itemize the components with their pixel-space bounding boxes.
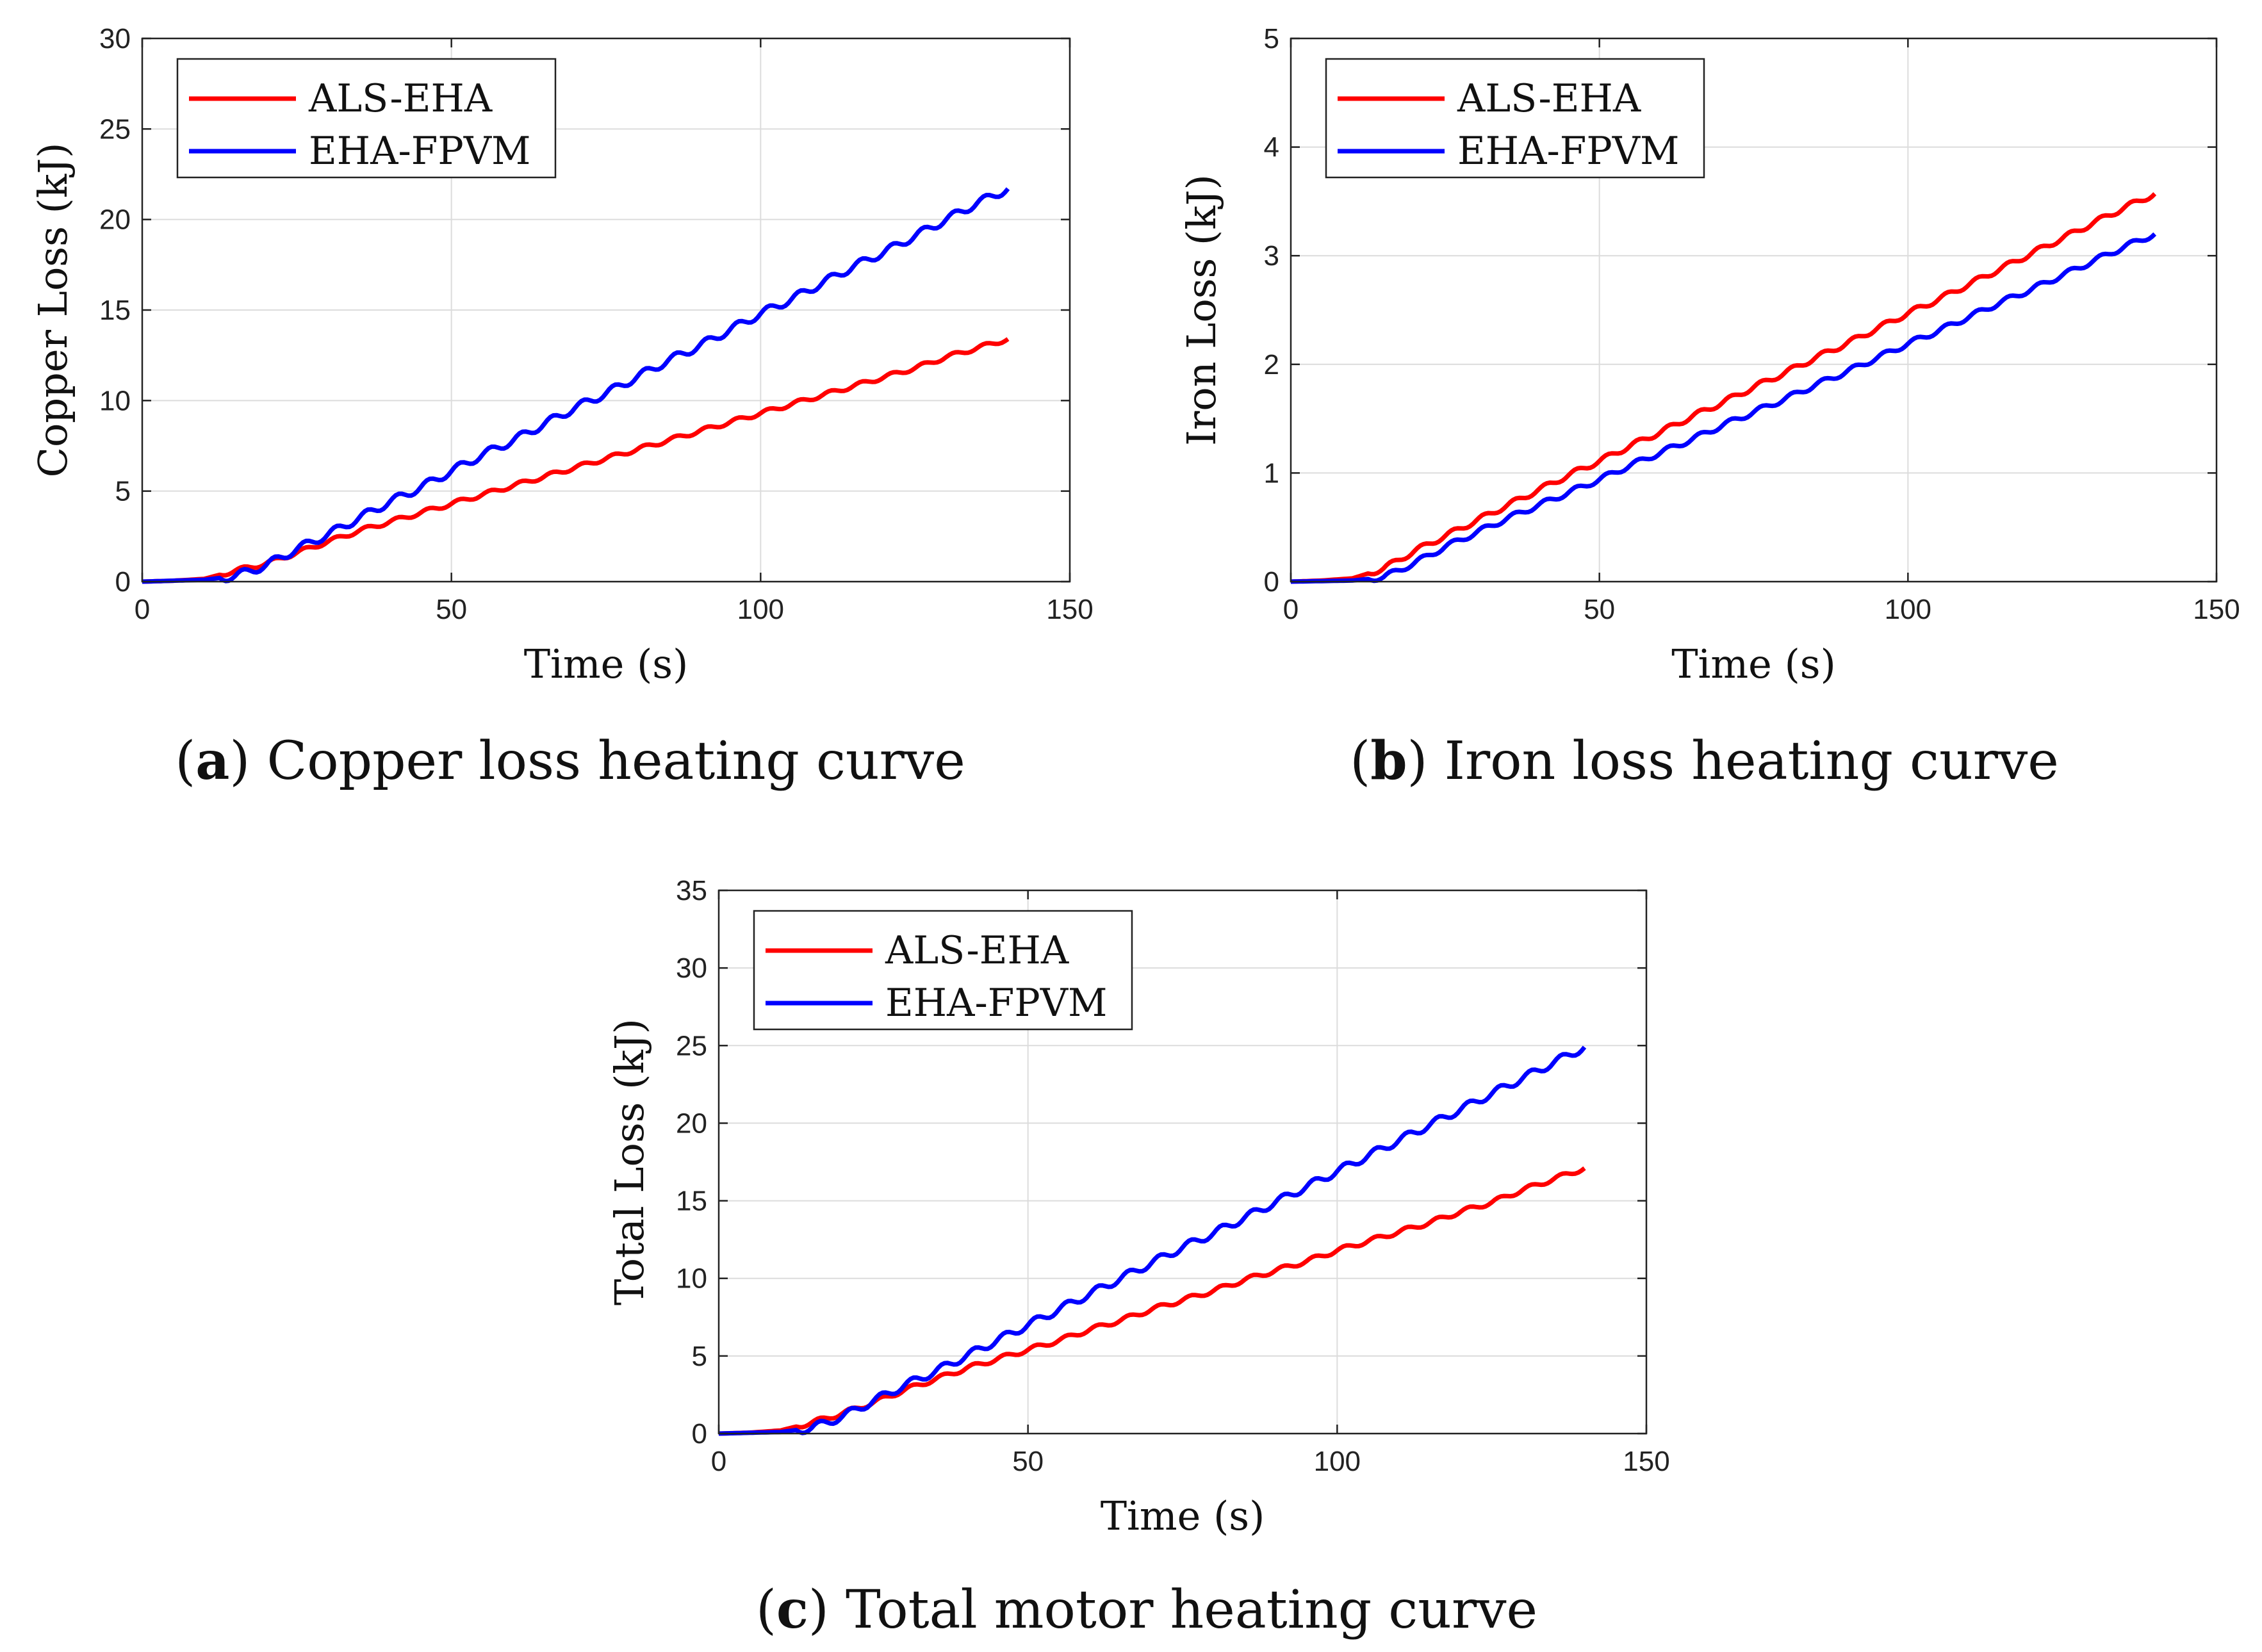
- legend-label: ALS-EHA: [308, 76, 493, 121]
- y-tick-label: 0: [115, 566, 131, 598]
- y-tick-label: 5: [115, 476, 131, 507]
- x-tick-label: 0: [711, 1446, 726, 1477]
- y-tick-label: 20: [99, 204, 131, 236]
- y-axis-title: Iron Loss (kJ): [1178, 174, 1225, 446]
- series-line-eha-fpvm: [142, 187, 1010, 584]
- panel-a: 0 50 100 150 0 5 10 15 20 25 30 Time (s) Copper Loss…: [0, 0, 1140, 711]
- y-tick-label: 35: [676, 875, 707, 906]
- y-tick-label: 25: [676, 1030, 707, 1061]
- y-tick-label: 0: [692, 1418, 707, 1450]
- series-line-als-eha: [142, 337, 1010, 584]
- x-tick-label: 0: [1283, 594, 1299, 625]
- legend-label: EHA-FPVM: [1457, 129, 1680, 174]
- axes-box: [717, 889, 1648, 1435]
- x-tick-label: 100: [1314, 1446, 1361, 1477]
- series-line-eha-fpvm: [718, 1045, 1587, 1436]
- x-axis-title: Time (s): [1671, 641, 1836, 687]
- panel-c: 0 50 100 150 0 5 10 15 20 25 30 35 Time (s) Total Los…: [577, 852, 1717, 1563]
- grid: [719, 890, 1646, 1434]
- legend: ALS-EHA EHA-FPVM: [176, 58, 557, 179]
- caption-a: (a) Copper loss heating curve: [175, 730, 965, 792]
- caption-b: (b) Iron loss heating curve: [1350, 730, 2059, 792]
- legend-box: [753, 910, 1133, 1031]
- x-tick-label: 50: [1012, 1446, 1044, 1477]
- y-tick-label: 15: [99, 295, 131, 326]
- x-tick-label: 0: [135, 594, 150, 625]
- series-line-als-eha: [1290, 192, 2157, 584]
- y-axis-title: Total Loss (kJ): [606, 1018, 653, 1305]
- grid: [1291, 38, 2217, 582]
- x-axis-title: Time (s): [524, 641, 689, 687]
- x-axis-title: Time (s): [1101, 1493, 1265, 1539]
- legend: ALS-EHA EHA-FPVM: [1325, 58, 1705, 179]
- legend-box: [176, 58, 557, 179]
- y-tick-label: 1: [1264, 457, 1279, 489]
- caption-c: (c) Total motor heating curve: [755, 1579, 1538, 1640]
- x-tick-label: 50: [1584, 594, 1615, 625]
- y-tick-label: 20: [676, 1108, 707, 1139]
- y-tick-label: 30: [676, 953, 707, 984]
- series-line-als-eha: [718, 1166, 1586, 1436]
- x-tick-label: 150: [1046, 594, 1093, 625]
- y-tick-label: 10: [99, 385, 131, 416]
- y-tick-label: 30: [99, 23, 131, 54]
- axes-box: [1290, 37, 2218, 583]
- legend-label: ALS-EHA: [1457, 76, 1641, 121]
- y-tick-label: 15: [676, 1186, 707, 1217]
- iron-loss-chart: 0 50 100 150 0 1 2 3 4 5 Time (s) Iron Loss (kJ) ALS…: [1178, 23, 2240, 687]
- y-tick-label: 4: [1264, 132, 1279, 163]
- y-tick-label: 2: [1264, 349, 1279, 380]
- copper-loss-chart: 0 50 100 150 0 5 10 15 20 25 30 Time (s) Copper Loss…: [29, 23, 1094, 687]
- y-tick-label: 3: [1264, 240, 1279, 272]
- y-tick-label: 10: [676, 1263, 707, 1295]
- y-tick-label: 0: [1264, 566, 1279, 598]
- x-tick-label: 50: [436, 594, 467, 625]
- x-tick-label: 100: [737, 594, 784, 625]
- x-tick-label: 150: [1623, 1446, 1669, 1477]
- legend-box: [1325, 58, 1705, 179]
- legend: ALS-EHA EHA-FPVM: [753, 910, 1133, 1031]
- legend-label: EHA-FPVM: [885, 981, 1108, 1026]
- legend-label: EHA-FPVM: [309, 129, 531, 174]
- x-tick-label: 100: [1885, 594, 1931, 625]
- total-loss-chart: 0 50 100 150 0 5 10 15 20 25 30 35 Time (s) Total Los…: [606, 875, 1670, 1539]
- y-tick-label: 5: [692, 1341, 707, 1372]
- series-line-eha-fpvm: [1290, 232, 2157, 584]
- panel-b: 0 50 100 150 0 1 2 3 4 5 Time (s) Iron Loss (kJ) ALS…: [1147, 0, 2262, 711]
- y-tick-label: 5: [1264, 23, 1279, 54]
- y-tick-label: 25: [99, 113, 131, 145]
- y-axis-title: Copper Loss (kJ): [29, 143, 76, 478]
- x-tick-label: 150: [2193, 594, 2240, 625]
- legend-label: ALS-EHA: [885, 928, 1069, 973]
